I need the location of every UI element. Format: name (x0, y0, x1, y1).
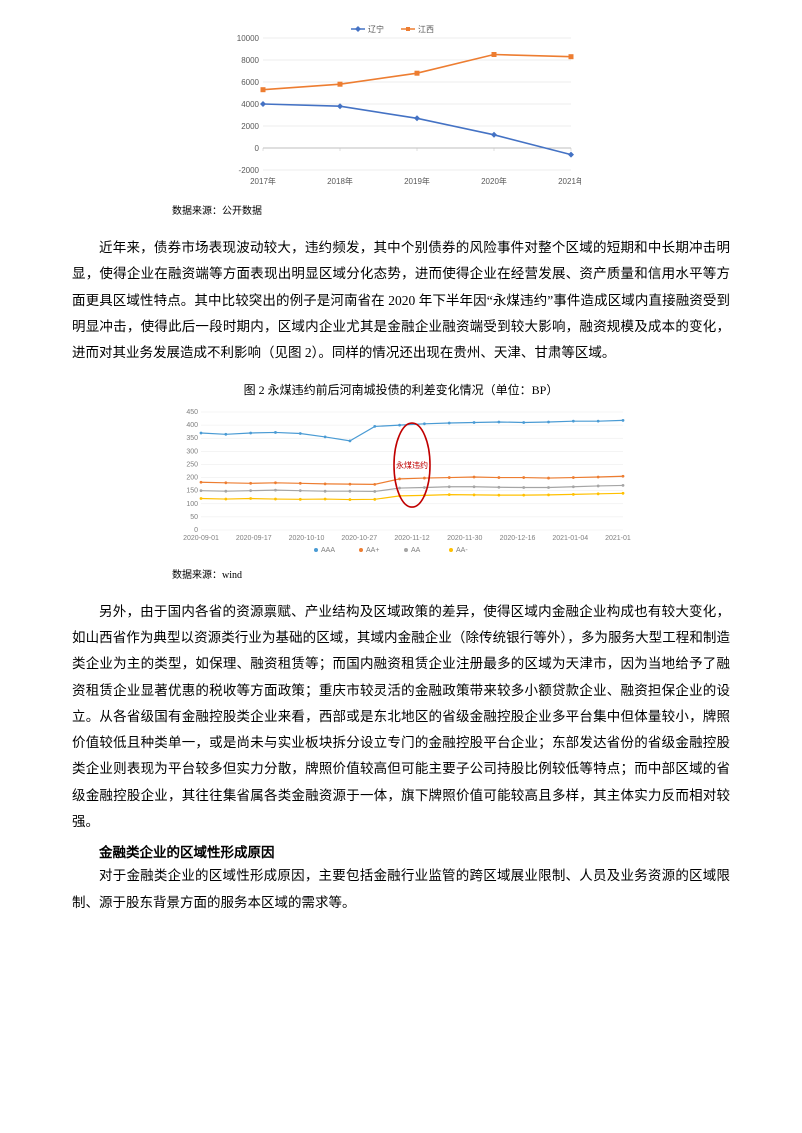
svg-text:2020-12-16: 2020-12-16 (500, 535, 536, 542)
svg-text:50: 50 (190, 513, 198, 520)
svg-text:2020-11-12: 2020-11-12 (394, 535, 429, 542)
svg-text:-2000: -2000 (239, 166, 260, 175)
svg-text:永煤违约: 永煤违约 (396, 460, 428, 470)
svg-text:辽宁: 辽宁 (368, 24, 384, 34)
svg-text:2020-10-10: 2020-10-10 (289, 535, 325, 542)
line-chart-liaoning-jiangxi: -2000 0 2000 4000 6000 8000 10000 2017年 2018年 201… (221, 20, 581, 190)
svg-text:450: 450 (186, 409, 198, 416)
chart2-container: 0 50 100 150 200 250 300 350 400 450 2020-09-01 202… (72, 406, 730, 599)
svg-text:0: 0 (255, 144, 260, 153)
paragraph-bond-market: 近年来，债券市场表现波动较大，违约频发，其中个别债券的风险事件对整个区域的短期和… (72, 235, 730, 367)
svg-text:2020-09-01: 2020-09-01 (183, 535, 219, 542)
svg-text:2017年: 2017年 (250, 176, 276, 186)
svg-text:2020-09-17: 2020-09-17 (236, 535, 272, 542)
svg-text:0: 0 (194, 527, 198, 534)
svg-text:200: 200 (186, 474, 198, 481)
svg-text:2020-11-30: 2020-11-30 (447, 535, 482, 542)
line-chart-henan-spread: 0 50 100 150 200 250 300 350 400 450 2020-09-01 202… (171, 406, 631, 556)
svg-text:AA: AA (411, 547, 421, 554)
svg-text:2000: 2000 (241, 122, 259, 131)
svg-text:2021-01-20: 2021-01-20 (605, 535, 631, 542)
svg-text:2021-01-04: 2021-01-04 (552, 535, 588, 542)
svg-text:100: 100 (186, 500, 198, 507)
chart2-source: 数据来源：wind (172, 566, 242, 581)
svg-text:10000: 10000 (237, 34, 260, 43)
svg-text:6000: 6000 (241, 78, 259, 87)
svg-text:AA-: AA- (456, 547, 468, 554)
svg-text:150: 150 (186, 487, 198, 494)
svg-text:2020-10-27: 2020-10-27 (341, 535, 377, 542)
svg-text:AAA: AAA (321, 547, 335, 554)
svg-text:2021年: 2021年 (558, 176, 581, 186)
chart1-source: 数据来源：公开数据 (172, 202, 262, 217)
paragraph-regional-finance: 另外，由于国内各省的资源禀赋、产业结构及区域政策的差异，使得区域内金融企业构成也… (72, 599, 730, 836)
svg-text:400: 400 (186, 422, 198, 429)
section-heading-reasons: 金融类企业的区域性形成原因 (72, 841, 730, 861)
paragraph-reasons-intro: 对于金融类企业的区域性形成原因，主要包括金融行业监管的跨区域展业限制、人员及业务… (72, 863, 730, 916)
svg-text:2020年: 2020年 (481, 176, 507, 186)
svg-text:2018年: 2018年 (327, 176, 353, 186)
svg-text:350: 350 (186, 435, 198, 442)
svg-text:AA+: AA+ (366, 547, 379, 554)
chart1-container: -2000 0 2000 4000 6000 8000 10000 2017年 2018年 201… (72, 20, 730, 235)
svg-text:2019年: 2019年 (404, 176, 430, 186)
svg-text:4000: 4000 (241, 100, 259, 109)
svg-text:300: 300 (186, 448, 198, 455)
svg-text:8000: 8000 (241, 56, 259, 65)
svg-text:250: 250 (186, 461, 198, 468)
svg-text:江西: 江西 (418, 25, 434, 34)
figure2-caption: 图 2 永煤违约前后河南城投债的利差变化情况（单位：BP） (72, 381, 730, 398)
